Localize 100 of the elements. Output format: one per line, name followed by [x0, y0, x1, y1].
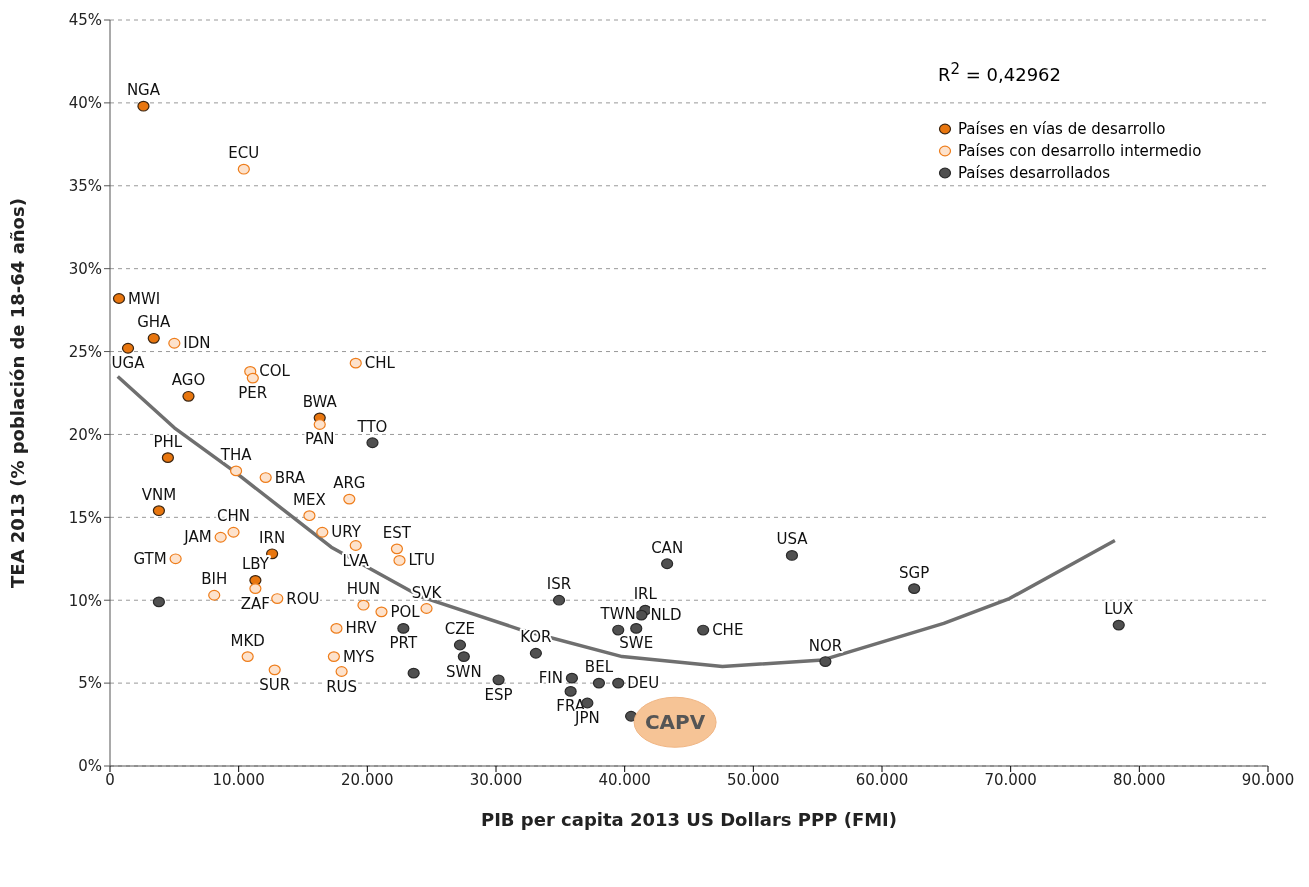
- data-label: AGO: [171, 371, 206, 390]
- x-tick-label: 50.000: [727, 770, 780, 789]
- point: [565, 672, 579, 684]
- legend-label: Países en vías de desarrollo: [958, 120, 1166, 138]
- data-label: ECU: [228, 144, 260, 163]
- point: [357, 599, 370, 611]
- data-label: GTM: [133, 549, 167, 568]
- y-axis-title: TEA 2013 (% población de 18-64 años): [7, 198, 29, 588]
- data-label: BWA: [302, 392, 338, 411]
- x-tick-label: 70.000: [984, 770, 1037, 789]
- data-label: USA: [776, 530, 809, 549]
- data-label: SVK: [411, 583, 443, 602]
- y-tick-label: 45%: [68, 11, 102, 30]
- legend-label: Países desarrollados: [958, 164, 1111, 182]
- point: [327, 651, 340, 662]
- data-label: MEX: [293, 490, 326, 509]
- y-tick-label: 40%: [68, 94, 102, 113]
- point: [453, 639, 467, 651]
- point: [147, 332, 160, 344]
- point: [592, 677, 606, 689]
- x-tick-label: 30.000: [469, 770, 523, 789]
- point: [112, 293, 126, 304]
- data-label: NGA: [126, 81, 161, 100]
- point: [208, 589, 221, 601]
- data-label: GHA: [137, 313, 172, 332]
- point: [152, 505, 165, 517]
- point: [161, 452, 174, 464]
- point: [152, 596, 165, 608]
- point: [246, 372, 259, 384]
- data-label: IRL: [633, 585, 658, 604]
- x-tick-label: 60.000: [855, 770, 909, 789]
- data-label: SUR: [259, 675, 291, 694]
- point: [552, 594, 566, 606]
- annotation: CAPV: [644, 710, 706, 735]
- data-label: ARG: [333, 474, 366, 493]
- point: [313, 419, 326, 430]
- data-label: SWE: [619, 634, 654, 653]
- y-tick-label: 25%: [68, 342, 102, 361]
- y-tick-label: 30%: [68, 259, 102, 278]
- legend-label: Países con desarrollo intermedio: [958, 142, 1202, 160]
- y-tick-label: 35%: [68, 177, 102, 196]
- point: [390, 543, 404, 555]
- point: [529, 647, 542, 659]
- point: [271, 593, 284, 604]
- point: [457, 651, 470, 662]
- data-label: PHL: [153, 432, 183, 451]
- data-label: ISR: [546, 575, 572, 594]
- point: [697, 624, 710, 636]
- annotation: R$^{2}$ = 0,42962: [938, 60, 1062, 85]
- point: [303, 510, 316, 522]
- point: [635, 609, 648, 621]
- data-label: MKD: [230, 631, 265, 650]
- point: [661, 558, 674, 570]
- point: [335, 666, 348, 677]
- data-label: SGP: [899, 563, 930, 582]
- data-label: TTO: [356, 417, 388, 436]
- data-label: ESP: [484, 685, 513, 704]
- point: [121, 342, 135, 354]
- data-label: UGA: [111, 354, 146, 373]
- point: [182, 390, 195, 402]
- data-label: LBY: [241, 555, 270, 574]
- data-label: IRN: [259, 528, 286, 547]
- data-label: CHE: [712, 621, 744, 640]
- point: [612, 624, 625, 636]
- data-label: PAN: [304, 430, 335, 449]
- x-tick-label: 10.000: [212, 770, 265, 789]
- data-label: CAN: [651, 538, 684, 557]
- x-tick-label: 20.000: [341, 770, 394, 789]
- point: [169, 553, 182, 565]
- data-label: RUS: [326, 677, 358, 696]
- point: [137, 100, 150, 112]
- point: [168, 337, 181, 349]
- point: [330, 623, 343, 634]
- point: [349, 357, 362, 369]
- data-label: MYS: [342, 647, 375, 666]
- y-tick-label: 15%: [68, 508, 102, 527]
- point: [1112, 619, 1125, 631]
- data-label: BRA: [274, 468, 306, 487]
- data-label: NOR: [808, 636, 843, 655]
- point: [407, 667, 420, 679]
- point: [366, 437, 379, 449]
- x-tick-label: 40.000: [598, 770, 651, 789]
- point: [564, 686, 577, 697]
- data-label: MWI: [128, 289, 161, 308]
- data-label: THA: [219, 445, 253, 464]
- x-tick-label: 90.000: [1241, 770, 1295, 789]
- data-label: HUN: [346, 580, 381, 599]
- data-label: JAM: [183, 528, 212, 547]
- point: [908, 583, 921, 595]
- x-tick-label: 0: [105, 770, 115, 789]
- point: [785, 550, 799, 561]
- point: [393, 555, 406, 566]
- data-label: LUX: [1104, 600, 1134, 619]
- data-label: BEL: [584, 658, 614, 677]
- point: [397, 623, 410, 634]
- data-label: BIH: [201, 570, 228, 589]
- data-label: DEU: [627, 674, 660, 693]
- data-label: SWN: [446, 662, 482, 681]
- point: [316, 526, 329, 538]
- data-label: PRT: [389, 634, 418, 653]
